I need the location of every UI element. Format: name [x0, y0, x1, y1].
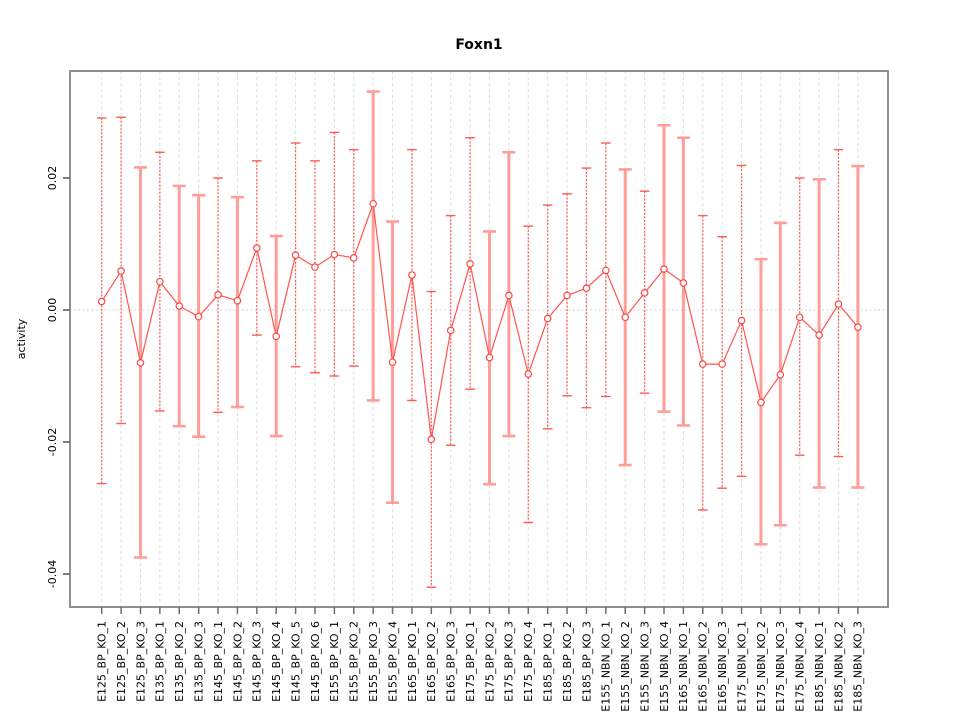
data-point-circle — [563, 291, 571, 300]
tick-labels-layer: 0.02 0.00 -0.02 -0.04 E125_BP_KO_1 E125_BP_KO… — [46, 166, 865, 712]
y-axis-title: activity — [15, 318, 28, 359]
x-category-label: E145_BP_KO_1 — [212, 621, 225, 702]
data-point-circle — [175, 302, 184, 310]
data-point-circle — [233, 296, 242, 305]
data-point-circle — [718, 360, 726, 368]
x-category-label: E175_NBN_KO_4 — [794, 621, 807, 712]
data-point-circle — [349, 254, 358, 262]
data-point-circle — [505, 291, 513, 300]
x-category-label: E165_BP_KO_2 — [425, 621, 438, 702]
x-category-label: E145_BP_KO_4 — [270, 621, 283, 702]
x-category-label: E155_NBN_KO_4 — [658, 621, 671, 712]
data-point-circle — [156, 277, 164, 286]
data-point-circle — [698, 360, 707, 368]
data-point-circle — [291, 251, 300, 260]
data-point-circle — [408, 271, 416, 279]
x-category-label: E155_NBN_KO_3 — [638, 621, 651, 712]
data-point-circle — [543, 314, 552, 323]
data-point-circle — [660, 265, 668, 273]
x-category-label: E135_BP_KO_1 — [154, 621, 167, 702]
data-point-circle — [194, 312, 203, 321]
x-category-label: E145_BP_KO_6 — [309, 621, 322, 702]
x-category-label: E125_BP_KO_3 — [134, 621, 147, 702]
x-category-label: E175_NBN_KO_1 — [735, 621, 748, 712]
data-point-circle — [776, 370, 785, 379]
x-category-label: E155_BP_KO_4 — [386, 621, 399, 702]
data-point-circle — [621, 313, 630, 322]
y-tick-label: -0.02 — [46, 428, 59, 456]
data-point-circle — [602, 266, 610, 275]
x-category-label: E125_BP_KO_2 — [115, 621, 128, 702]
data-point-circle — [311, 263, 319, 271]
x-category-label: E175_BP_KO_2 — [483, 621, 496, 702]
x-category-label: E175_BP_KO_3 — [503, 621, 516, 702]
data-point-circle — [834, 300, 843, 308]
data-point-circle — [466, 259, 474, 268]
x-category-label: E185_NBN_KO_3 — [852, 621, 865, 712]
x-category-label: E165_NBN_KO_3 — [716, 621, 729, 712]
x-category-label: E185_BP_KO_2 — [561, 621, 574, 702]
x-category-label: E125_BP_KO_1 — [96, 621, 109, 702]
x-category-label: E155_BP_KO_3 — [367, 621, 380, 702]
data-point-circle — [253, 244, 261, 252]
data-layer — [96, 90, 865, 588]
x-category-label: E175_NBN_KO_2 — [755, 621, 768, 712]
data-point-circle — [427, 435, 436, 444]
data-point-circle — [117, 267, 125, 275]
plot-box — [69, 70, 889, 608]
data-point-circle — [640, 289, 649, 297]
data-point-circle — [854, 323, 862, 331]
x-category-label: E155_BP_KO_2 — [348, 621, 361, 702]
x-category-label: E175_NBN_KO_3 — [774, 621, 787, 712]
x-category-label: E185_NBN_KO_1 — [813, 621, 826, 712]
grid-layer — [70, 71, 888, 607]
x-category-label: E145_BP_KO_2 — [231, 621, 244, 702]
x-category-label: E175_BP_KO_1 — [464, 621, 477, 702]
data-point-circle — [737, 316, 746, 325]
x-category-label: E165_NBN_KO_2 — [697, 621, 710, 712]
data-point-circle — [679, 279, 688, 287]
x-category-label: E175_BP_KO_4 — [522, 621, 535, 702]
data-point-circle — [815, 331, 823, 339]
data-point-circle — [388, 358, 397, 366]
data-point-circle — [524, 370, 533, 378]
data-point-circle — [446, 326, 455, 335]
data-point-circle — [330, 250, 339, 259]
y-tick-label: 0.00 — [46, 298, 59, 323]
data-point-circle — [97, 297, 106, 306]
y-tick-label: -0.04 — [46, 560, 59, 588]
x-category-label: E185_BP_KO_1 — [542, 621, 555, 702]
series-line — [101, 203, 859, 440]
x-category-label: E135_BP_KO_2 — [173, 621, 186, 702]
x-category-label: E155_BP_KO_1 — [328, 621, 341, 702]
data-point-circle — [272, 332, 281, 341]
x-category-label: E165_BP_KO_3 — [445, 621, 458, 702]
x-category-label: E155_NBN_KO_2 — [619, 621, 632, 712]
x-category-label: E185_BP_KO_3 — [580, 621, 593, 702]
x-category-label: E155_NBN_KO_1 — [600, 621, 613, 712]
y-tick-label: 0.02 — [46, 166, 59, 191]
data-point-circle — [582, 284, 591, 293]
x-category-label: E165_NBN_KO_1 — [677, 621, 690, 712]
x-category-label: E145_BP_KO_5 — [289, 621, 302, 702]
data-point-circle — [757, 398, 765, 407]
data-point-circle — [795, 313, 804, 322]
x-category-label: E185_NBN_KO_2 — [832, 621, 845, 712]
x-category-label: E135_BP_KO_3 — [192, 621, 205, 702]
data-point-circle — [369, 199, 377, 208]
data-point-circle — [485, 353, 494, 362]
axes-layer — [63, 70, 889, 614]
data-point-circle — [136, 358, 145, 367]
x-category-label: E165_BP_KO_1 — [406, 621, 419, 702]
data-point-circle — [214, 291, 222, 299]
chart-title: Foxn1 — [455, 37, 502, 53]
x-category-label: E145_BP_KO_3 — [251, 621, 264, 702]
